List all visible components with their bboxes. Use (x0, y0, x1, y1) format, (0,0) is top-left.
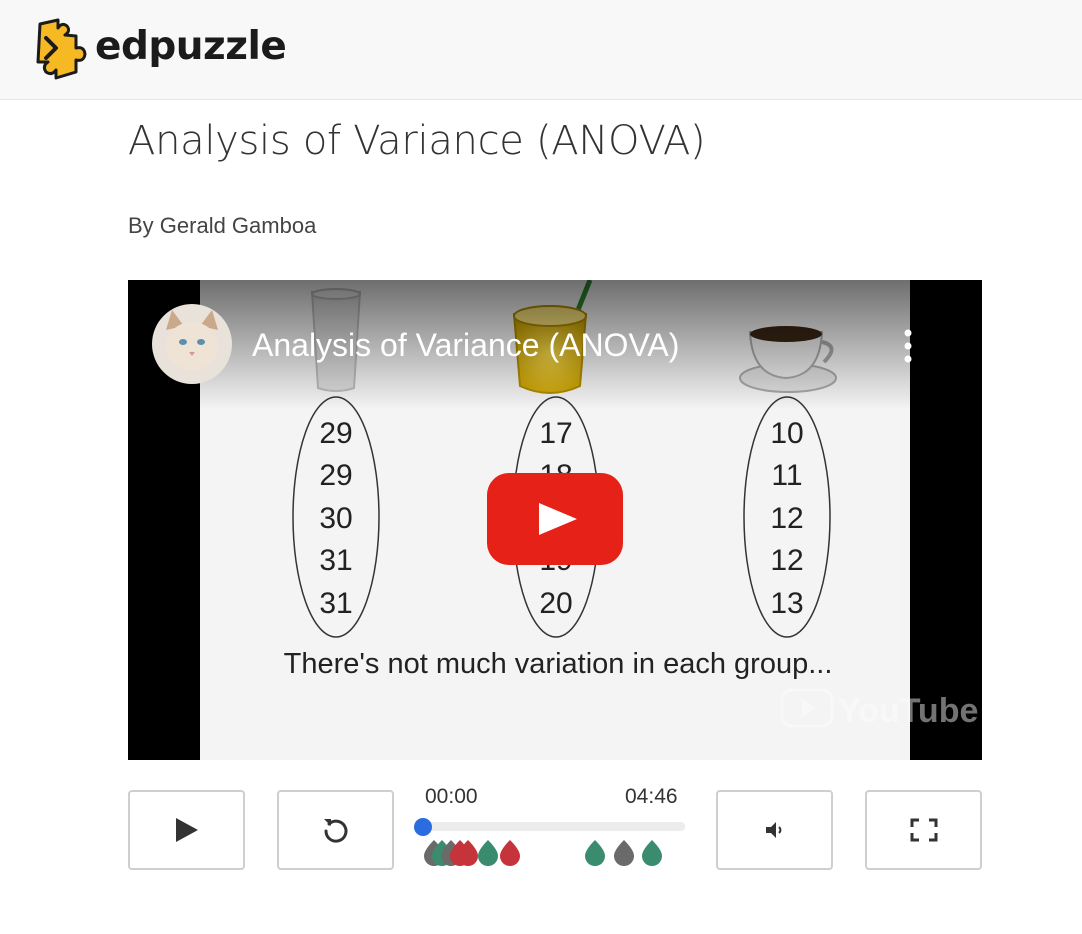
edpuzzle-puzzle-logo-icon[interactable] (32, 16, 88, 84)
play-button[interactable] (128, 790, 245, 870)
fullscreen-icon (910, 818, 937, 842)
volume-button[interactable] (716, 790, 833, 870)
question-marker[interactable] (642, 840, 662, 866)
progress-track[interactable] (423, 822, 685, 831)
page-title: Analysis of Variance (ANOVA) (128, 118, 706, 164)
play-icon (175, 818, 198, 842)
question-marker[interactable] (614, 840, 634, 866)
slide-value: 12 (770, 502, 803, 535)
replay-button[interactable] (277, 790, 394, 870)
slide-value: 29 (319, 459, 352, 492)
slide-value: 31 (319, 587, 352, 620)
top-bar: edpuzzle (0, 0, 1082, 100)
duration: 04:46 (625, 785, 678, 808)
author-label: By Gerald Gamboa (128, 213, 317, 238)
slide-value: 20 (539, 587, 572, 620)
question-marker[interactable] (458, 840, 478, 866)
slide-value: 29 (319, 417, 352, 450)
volume-icon (765, 822, 781, 838)
question-marker[interactable] (478, 840, 498, 866)
slide-value: 11 (771, 459, 802, 492)
current-time: 00:00 (425, 785, 478, 808)
video-overlay-title[interactable]: Analysis of Variance (ANOVA) (252, 327, 679, 363)
slide-value: 10 (770, 417, 803, 450)
video-frame: 29 29 30 31 31 17 18 19 19 20 10 11 12 1… (128, 280, 982, 760)
question-marker[interactable] (500, 840, 520, 866)
slide-value: 17 (539, 417, 572, 450)
youtube-play-icon[interactable] (487, 473, 623, 565)
youtube-watermark-text: YouTube (838, 692, 978, 730)
video-player[interactable]: 29 29 30 31 31 17 18 19 19 20 10 11 12 1… (128, 280, 982, 760)
progress-knob[interactable] (414, 818, 432, 836)
title-overlay (128, 280, 982, 410)
question-markers[interactable] (420, 836, 690, 866)
slide-value: 12 (770, 544, 803, 577)
slide-value: 30 (319, 502, 352, 535)
slide-caption: There's not much variation in each group… (284, 648, 833, 680)
fullscreen-button[interactable] (865, 790, 982, 870)
more-vertical-icon[interactable] (904, 329, 912, 363)
replay-icon (323, 819, 347, 843)
brand-name[interactable]: edpuzzle (95, 24, 287, 69)
slide-value: 13 (770, 587, 803, 620)
youtube-watermark[interactable]: YouTube (780, 688, 978, 730)
cat-avatar[interactable] (152, 304, 232, 384)
question-marker[interactable] (585, 840, 605, 866)
slide-value: 31 (319, 544, 352, 577)
